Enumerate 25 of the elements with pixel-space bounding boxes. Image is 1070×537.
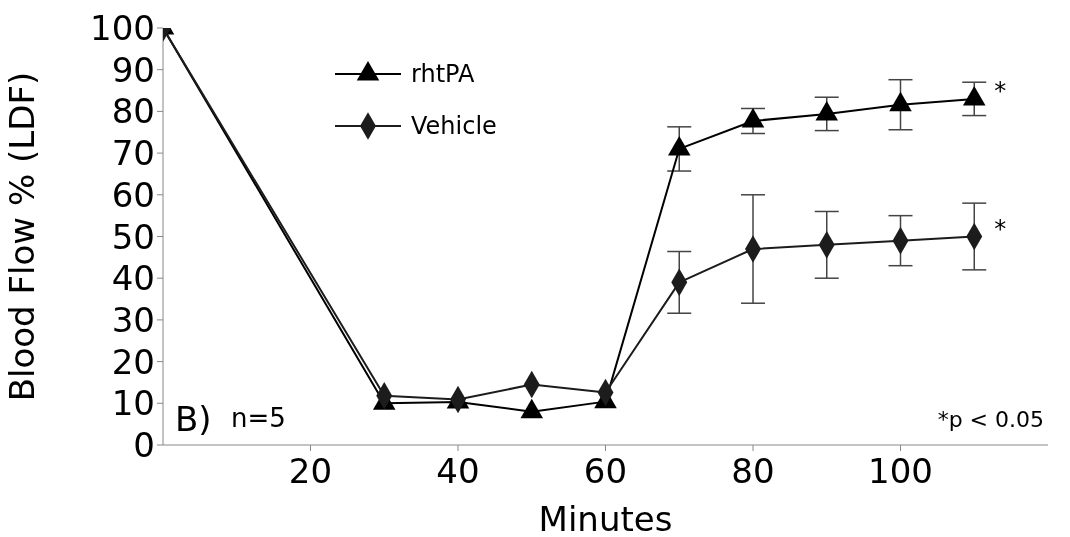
y-tick-label: 40	[111, 258, 155, 299]
annotation: n=5	[231, 403, 286, 433]
annotation: *p < 0.05	[937, 407, 1044, 432]
x-tick-label: 20	[288, 451, 333, 492]
x-tick-label: 80	[731, 451, 775, 492]
y-tick-label: 0	[133, 425, 155, 466]
legend-label: Vehicle	[411, 112, 497, 140]
y-axis-title: Blood Flow % (LDF)	[2, 71, 43, 402]
y-tick-label: 70	[111, 133, 155, 174]
x-tick-label: 40	[436, 451, 480, 492]
y-tick-label: 80	[111, 91, 155, 132]
x-tick-label: 60	[583, 451, 628, 492]
y-tick-label: 50	[111, 216, 155, 257]
y-tick-label: 90	[111, 49, 155, 90]
y-tick-label: 30	[111, 299, 155, 340]
y-tick-label: 60	[111, 174, 155, 215]
y-tick-label: 10	[111, 383, 155, 424]
y-tick-label: 20	[111, 341, 155, 382]
x-tick-label: 100	[868, 451, 933, 492]
x-axis-title: Minutes	[538, 499, 673, 537]
y-tick-label: 100	[90, 8, 155, 49]
annotation: B)	[175, 399, 212, 439]
legend-label: rhtPA	[411, 60, 475, 88]
annotation: *	[994, 215, 1007, 244]
annotation: *	[994, 77, 1007, 106]
